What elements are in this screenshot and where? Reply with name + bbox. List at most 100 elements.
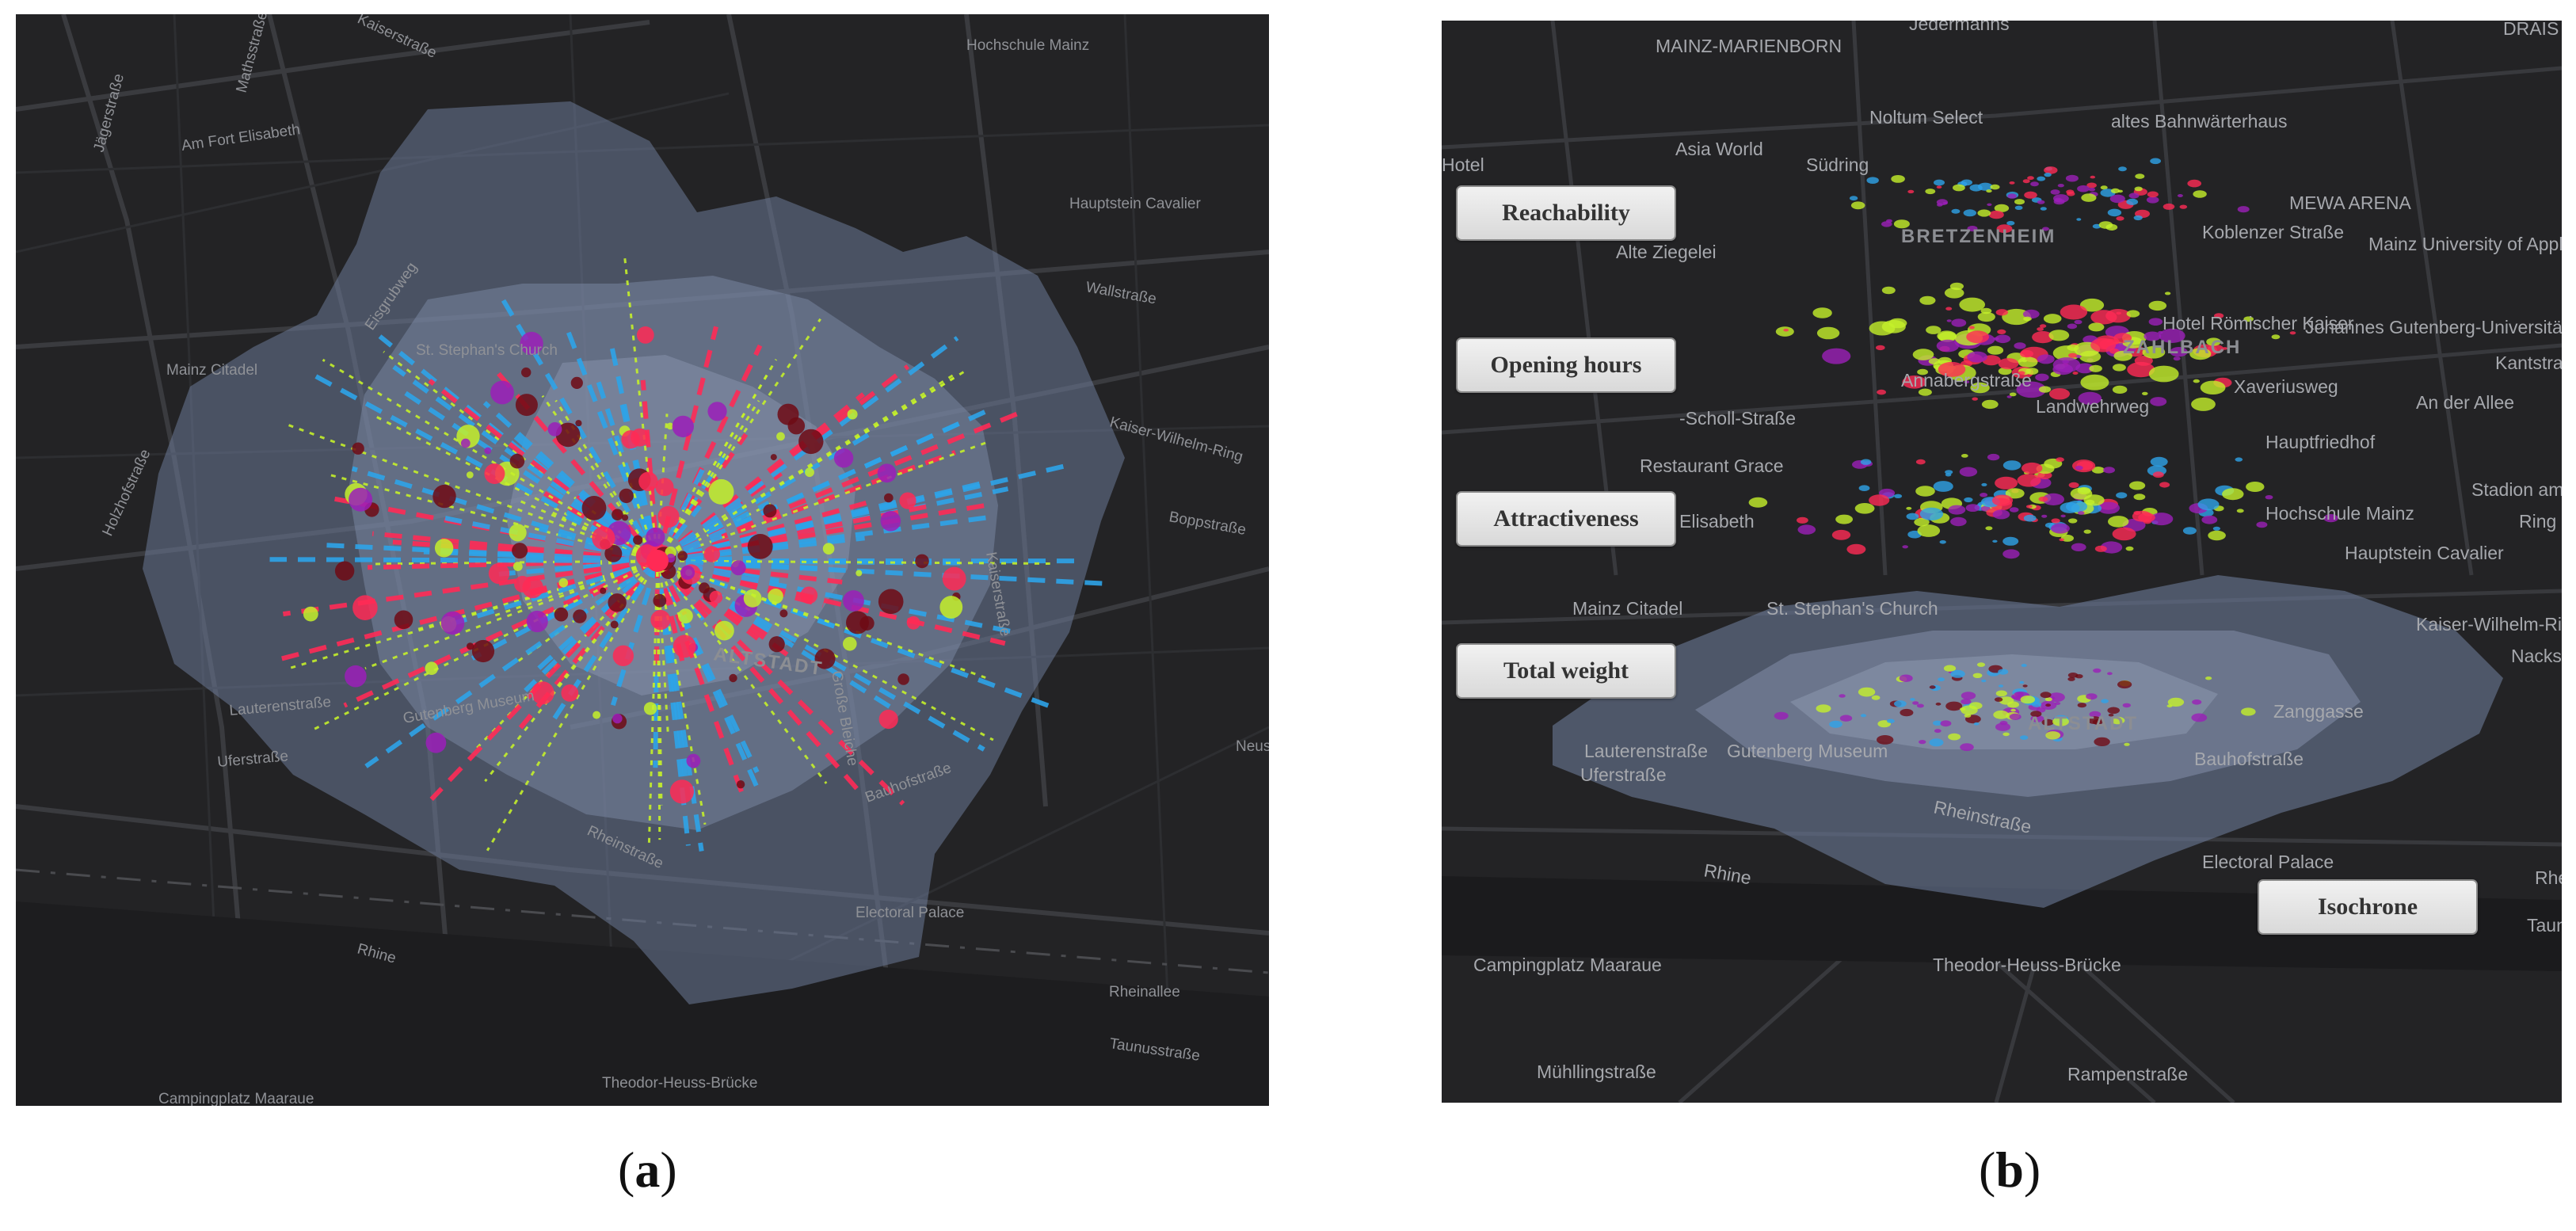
poi-layer-1-marker [2148,300,2167,311]
poi-layer-2-marker [2041,514,2048,518]
street-label: Hauptfriedhof [2265,432,2376,452]
map-panel-b[interactable]: MAINZ-MARIENBORN DRAIS Hotel Asia World … [1442,21,2562,1103]
poi-layer-0-marker [2022,179,2030,184]
poi-layer-0-marker [2163,203,2175,210]
poi-layer-1-marker [2112,385,2128,394]
poi-marker [515,394,538,417]
poi-layer-3-marker [2075,674,2083,679]
poi-layer-0-marker [2057,184,2064,188]
poi-marker [521,367,532,378]
poi-marker [906,616,920,630]
poi-layer-1-marker [2271,334,2281,340]
poi-layer-1-marker [2067,323,2078,330]
poi-marker [939,596,963,619]
reachability-ray [655,559,866,798]
poi-layer-1-marker [1812,307,1832,318]
poi-layer-2-marker [1917,524,1941,537]
poi-layer-2-marker [2077,511,2085,515]
poi-layer-2-marker [1906,513,1919,520]
poi-layer-0-marker [2187,179,2201,188]
poi-layer-2-marker [2098,501,2120,514]
street-label: Mathsstraße [234,14,272,94]
poi-layer-2-marker [2060,514,2066,518]
street-label: Jägerstraße [91,72,128,154]
poi-layer-3-marker [1938,677,1945,682]
poi-layer-1-marker [2023,316,2032,322]
poi-layer-0-marker [2044,173,2052,177]
street-label: Alte Ziegelei [1616,242,1717,262]
poi-layer-2-marker [2017,474,2041,487]
poi-layer-0-marker [2107,208,2122,217]
poi-layer-1-marker [2052,357,2081,373]
poi-layer-2-marker [2197,498,2220,511]
poi-marker [561,684,579,702]
street-label: MAINZ-MARIENBORN [1656,36,1842,56]
street-label: Noltum Select [1869,107,1983,128]
poi-layer-1-marker [1888,318,1907,329]
poi-layer-3-marker [2002,732,2010,737]
poi-marker [707,402,727,421]
poi-layer-3-marker [2191,713,2208,722]
poi-marker [484,447,492,455]
poi-layer-2-marker [2083,529,2091,534]
reachability-ray [400,388,659,563]
poi-layer-1-marker [2113,350,2132,361]
poi-layer-3-marker [2020,696,2035,704]
poi-layer-3-marker [1961,699,1972,705]
poi-layer-0-marker [2133,215,2143,221]
street-label: Rampenstraße [2067,1064,2188,1084]
poi-layer-2-marker [2002,460,2022,471]
poi-marker [575,420,582,427]
poi-layer-3-marker [2022,684,2028,688]
poi-layer-1-marker [2043,314,2062,324]
poi-marker [349,487,373,512]
poi-marker [490,380,514,405]
poi-marker [768,636,785,653]
poi-layer-1-marker [2048,330,2070,341]
street-label: Kantstraße [2495,353,2562,373]
poi-layer-3-marker [2124,742,2130,746]
poi-layer-2-marker [2085,499,2095,505]
poi-marker [878,589,904,615]
poi-layer-3-marker [1860,714,1867,718]
poi-layer-0-marker [1850,201,1865,210]
map-panel-a[interactable]: Jägerstraße Mathsstraße Am Fort Elisabet… [16,14,1269,1106]
poi-marker [547,422,562,436]
layer-label-isochrone: Isochrone [2258,879,2478,935]
poi-layer-3-marker [2205,676,2212,680]
poi-layer-1-marker [2062,360,2069,364]
poi-layer-3-marker [1993,710,2010,719]
poi-marker [600,587,607,594]
poi-layer-2-marker [1992,509,2010,520]
poi-marker [669,779,695,804]
poi-marker [433,484,456,509]
poi-layer-0-marker [2237,206,2250,213]
poi-layer-0-marker [2090,175,2096,179]
poi-layer-1-marker [1995,309,2008,316]
poi-layer-2-marker [2112,527,2136,541]
poi-layer-2-marker [2075,465,2083,471]
poi-layer-2-marker [2068,482,2079,489]
poi-layer-1-marker [2116,311,2122,315]
poi-layer-2-marker [2059,538,2064,542]
poi-layer-2-marker [2103,467,2115,474]
poi-layer-3-marker [2241,707,2256,716]
poi-layer-0-marker [2109,194,2125,204]
poi-layer-3-marker [2030,715,2044,722]
origin-marker [646,550,669,572]
poi-layer-3-marker [1999,696,2014,705]
poi-marker [763,504,777,518]
poi-layer-0-marker [2134,186,2143,192]
poi-marker [471,639,495,663]
map-b-canvas: MAINZ-MARIENBORN DRAIS Hotel Asia World … [1442,21,2562,1103]
reachability-ray [429,558,660,802]
poi-layer-2-marker [2129,481,2146,490]
poi-marker [729,673,737,683]
poi-marker [709,590,723,604]
street-label: Hotel Römischer Kaiser [2163,313,2354,333]
poi-layer-0-marker [1969,184,1983,192]
poi-layer-3-marker [2089,711,2102,718]
reachability-ray [656,406,995,563]
poi-layer-1-marker [1997,329,2006,334]
street-label: St. Stephan's Church [416,342,558,359]
